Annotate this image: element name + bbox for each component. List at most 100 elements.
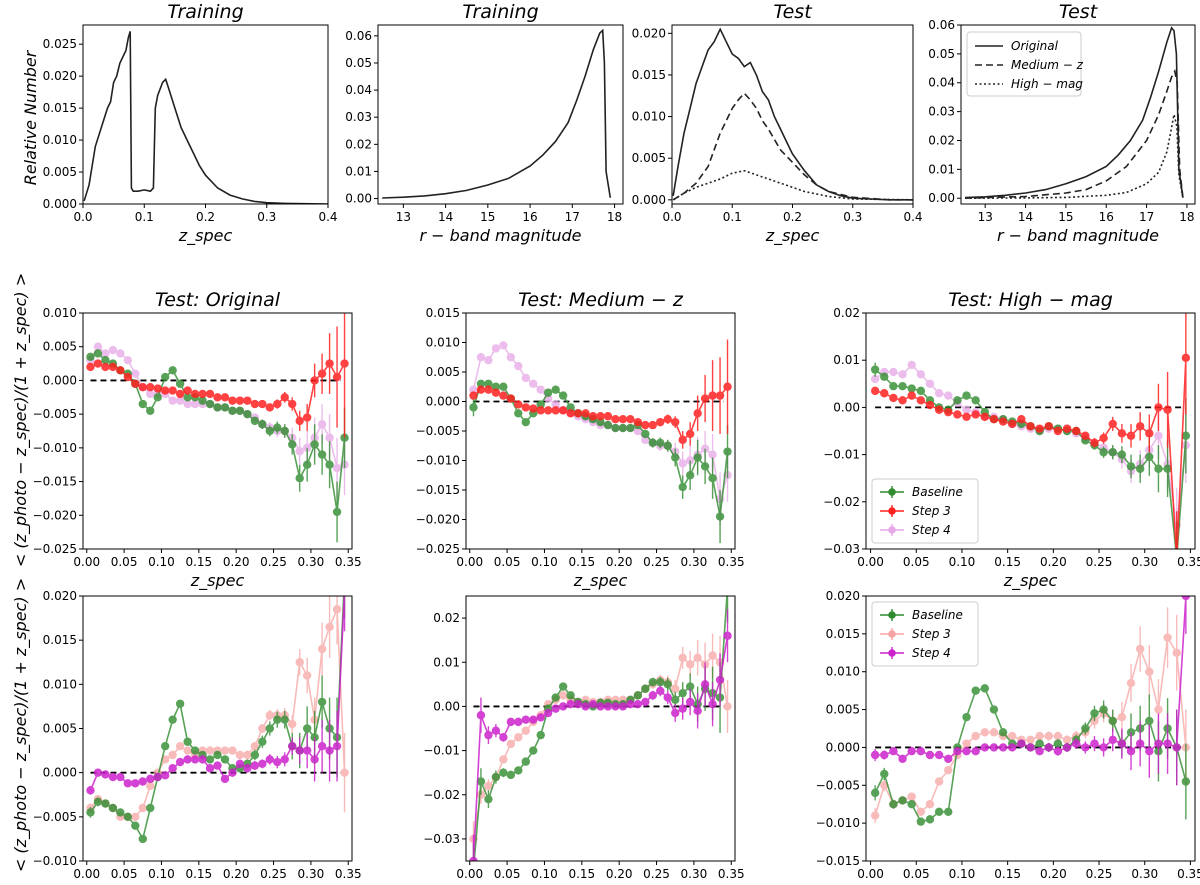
data-point bbox=[205, 746, 215, 755]
y-tick-label: 0.00 bbox=[345, 192, 372, 206]
panel-bias-mediumz-zphoto: 0.00 0.05 0.10 0.15 0.20 0.25 0.30 0.35 −0.03 −0.… bbox=[423, 595, 745, 885]
data-point bbox=[175, 396, 185, 405]
data-point bbox=[205, 764, 215, 773]
y-tick-label: −0.015 bbox=[33, 475, 77, 489]
data-point bbox=[175, 757, 185, 767]
data-point bbox=[1154, 705, 1163, 714]
data-point bbox=[925, 400, 935, 410]
data-point bbox=[1145, 452, 1154, 462]
x-tick-label: 0.20 bbox=[1040, 867, 1067, 881]
data-point bbox=[491, 382, 501, 391]
data-point bbox=[551, 400, 560, 409]
series-line-original bbox=[964, 26, 1184, 199]
data-point bbox=[870, 365, 880, 374]
x-tick-label: 0.35 bbox=[335, 867, 362, 881]
data-point bbox=[558, 682, 568, 691]
data-point bbox=[944, 807, 953, 816]
series-line-high-mag bbox=[672, 169, 913, 201]
y-tick-label: 0.005 bbox=[43, 165, 77, 179]
data-point bbox=[146, 406, 155, 415]
data-point bbox=[934, 807, 944, 816]
data-point bbox=[325, 359, 334, 368]
data-point bbox=[989, 705, 999, 714]
data-point bbox=[506, 353, 516, 362]
data-point bbox=[641, 435, 650, 445]
y-tick-label: 0.05 bbox=[928, 47, 955, 61]
data-point bbox=[213, 403, 222, 412]
data-point bbox=[160, 386, 170, 395]
data-point bbox=[1062, 735, 1072, 745]
data-point bbox=[258, 420, 267, 429]
ylabel-bias-zphoto: < (z_photo − z_spec)/(1 + z_spec) > bbox=[11, 578, 31, 872]
series-step-3 bbox=[86, 313, 349, 438]
data-point bbox=[1145, 747, 1154, 756]
data-point bbox=[551, 704, 560, 713]
data-point bbox=[1163, 739, 1172, 748]
data-point bbox=[671, 695, 680, 704]
data-point bbox=[558, 702, 568, 711]
data-point bbox=[1090, 709, 1099, 718]
data-point bbox=[907, 360, 916, 370]
data-point bbox=[998, 743, 1008, 752]
data-point bbox=[1026, 735, 1035, 745]
y-tick-label: −0.01 bbox=[823, 448, 860, 462]
x-axis-label: r − band magnitude bbox=[419, 226, 581, 245]
data-point bbox=[514, 361, 523, 371]
data-point bbox=[469, 856, 478, 861]
axes-frame bbox=[465, 595, 736, 862]
data-point bbox=[529, 404, 538, 413]
data-point bbox=[108, 772, 118, 782]
data-point bbox=[880, 769, 889, 779]
y-tick-label: 0.025 bbox=[43, 37, 77, 51]
y-tick-label: 0.03 bbox=[928, 105, 955, 119]
data-point bbox=[925, 379, 935, 388]
panel-bias-highmag-zphoto: 0.00 0.05 0.10 0.15 0.20 0.25 0.30 0.35 −0.015 −0… bbox=[816, 589, 1200, 885]
data-point bbox=[656, 438, 665, 447]
y-tick-label: −0.020 bbox=[416, 513, 460, 527]
data-point bbox=[953, 410, 962, 419]
y-tick-label: −0.005 bbox=[33, 810, 77, 824]
data-point bbox=[723, 382, 732, 391]
data-point bbox=[175, 741, 185, 751]
data-point bbox=[1117, 429, 1127, 438]
data-point bbox=[573, 700, 583, 709]
data-point bbox=[1017, 415, 1026, 424]
data-point bbox=[499, 382, 508, 391]
data-point bbox=[476, 379, 486, 388]
data-point bbox=[302, 724, 312, 733]
axes-frame bbox=[960, 24, 1196, 205]
x-tick-label: 0.15 bbox=[994, 867, 1021, 881]
data-point bbox=[648, 677, 658, 687]
data-point bbox=[870, 374, 880, 384]
data-point bbox=[916, 396, 926, 405]
data-point bbox=[138, 777, 147, 786]
data-point bbox=[1062, 424, 1072, 433]
data-point bbox=[880, 372, 889, 381]
data-point bbox=[962, 747, 971, 756]
data-point bbox=[295, 658, 304, 667]
data-point bbox=[723, 631, 732, 640]
data-point bbox=[916, 807, 926, 816]
data-point bbox=[183, 393, 192, 402]
y-tick-label: 0.000 bbox=[632, 193, 666, 207]
series-step-3 bbox=[86, 596, 349, 822]
data-point bbox=[484, 379, 493, 388]
x-tick-label: 0.10 bbox=[949, 555, 976, 569]
data-point bbox=[663, 441, 672, 450]
data-point bbox=[243, 409, 252, 419]
data-point bbox=[514, 766, 523, 775]
data-point bbox=[243, 764, 252, 773]
data-point bbox=[1172, 743, 1181, 752]
data-point bbox=[514, 733, 523, 742]
y-tick-label: 0.010 bbox=[43, 677, 77, 691]
data-point bbox=[131, 779, 140, 788]
x-tick-label: 0.00 bbox=[456, 555, 483, 569]
data-point bbox=[685, 697, 695, 707]
data-point bbox=[146, 781, 155, 791]
data-point bbox=[870, 750, 880, 760]
data-point bbox=[678, 482, 687, 492]
x-tick-label: 15 bbox=[1058, 210, 1073, 224]
data-point bbox=[340, 587, 348, 595]
y-tick-label: −0.010 bbox=[416, 454, 460, 468]
y-tick-label: 0.010 bbox=[43, 133, 77, 147]
